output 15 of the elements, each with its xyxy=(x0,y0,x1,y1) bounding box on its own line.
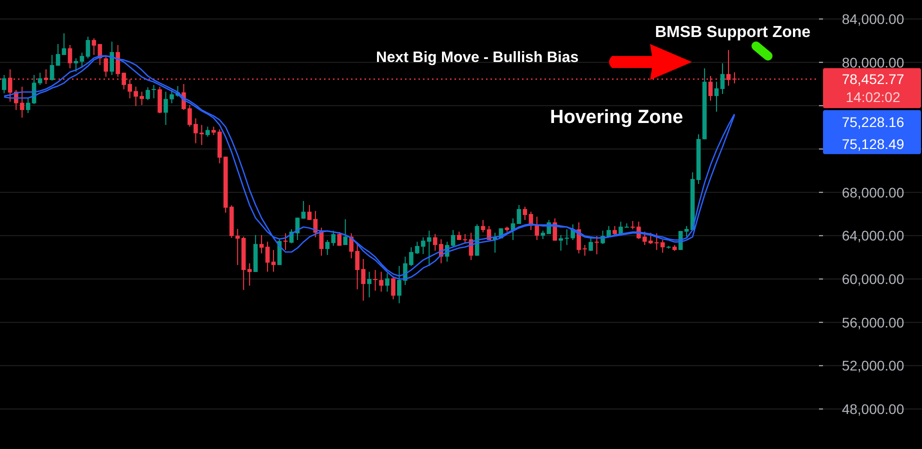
y-tick-label: 68,000.00 xyxy=(842,184,904,200)
text: 14:02:02 xyxy=(846,89,900,106)
y-tick-label: 64,000.00 xyxy=(842,228,904,244)
y-tick-label: 84,000.00 xyxy=(842,11,904,27)
annotation: BMSB Support Zone xyxy=(655,24,811,41)
ref-line-label: 78,452.77 xyxy=(842,71,904,88)
annotation: Hovering Zone xyxy=(550,107,684,128)
annotation: Next Big Move - Bullish Bias xyxy=(376,49,579,66)
text: 75,228.16 xyxy=(842,114,904,130)
text: 75,128.49 xyxy=(842,136,904,152)
y-tick-label: 48,000.00 xyxy=(842,401,904,418)
y-tick-label: 80,000.00 xyxy=(842,54,904,70)
y-tick-label: 60,000.00 xyxy=(842,271,904,288)
y-tick-label: 56,000.00 xyxy=(842,314,904,330)
y-tick-label: 52,000.00 xyxy=(842,358,904,374)
